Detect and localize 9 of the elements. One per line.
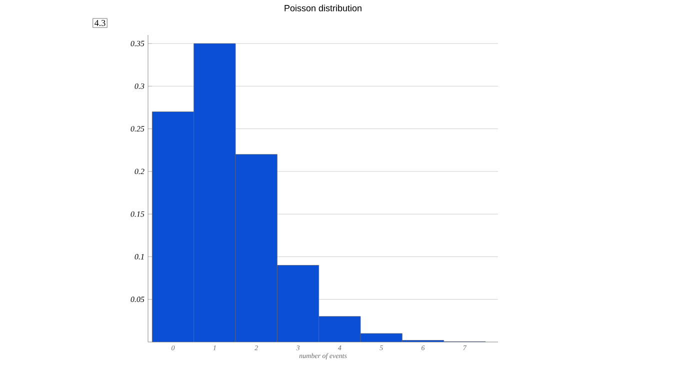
y-tick-label: 0.05 [130,296,144,302]
y-tick-label: 0.35 [130,40,144,46]
chart-title: Poisson distribution [284,4,362,12]
y-tick-label: 0.25 [130,126,144,132]
y-tick-label: 0.15 [130,211,144,217]
text: 4.3 [94,20,106,26]
y-tick-label: 0.2 [134,168,144,174]
y-tick-label: 0.1 [134,254,144,260]
y-tick-label: 0.3 [134,83,144,89]
